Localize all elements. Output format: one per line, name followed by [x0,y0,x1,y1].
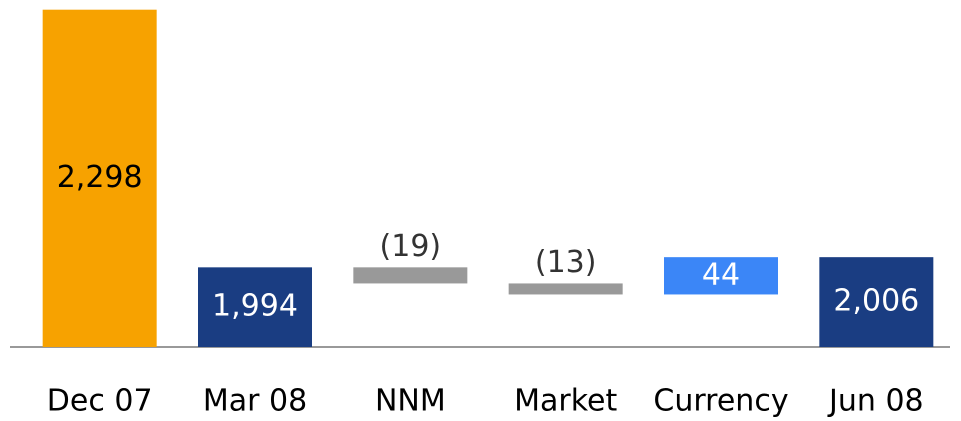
value-label: 2,006 [833,284,919,319]
value-label: 44 [702,257,740,292]
bar [664,257,778,295]
bar [353,267,468,284]
x-tick-label: Jun 08 [827,384,924,419]
x-tick-label: Currency [653,384,788,419]
value-label: 1,994 [212,289,298,324]
bar [819,257,934,347]
bar [198,267,312,347]
value-label: (13) [535,245,597,280]
x-tick-label: Mar 08 [203,384,307,419]
value-label: (19) [380,229,442,264]
bar [508,283,623,295]
bar [42,9,157,347]
value-label: 2,298 [57,160,143,195]
x-tick-label: NNM [375,384,446,419]
x-tick-label: Market [514,384,617,419]
x-tick-label: Dec 07 [47,384,153,419]
